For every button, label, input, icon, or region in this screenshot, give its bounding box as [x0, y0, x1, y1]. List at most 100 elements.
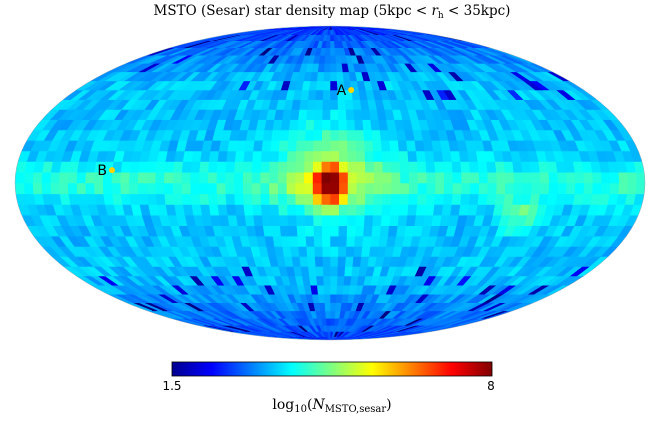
- density-cell: [635, 171, 645, 184]
- density-cell: [303, 214, 314, 226]
- density-cell: [423, 150, 435, 162]
- density-cell: [352, 246, 363, 257]
- density-cell: [329, 47, 336, 56]
- density-cell: [259, 182, 270, 195]
- density-cell: [565, 171, 576, 184]
- density-cell: [315, 275, 324, 286]
- density-cell: [268, 204, 279, 216]
- density-cell: [250, 171, 261, 184]
- density-cell: [172, 161, 183, 173]
- density-cell: [346, 129, 356, 141]
- density-cell: [351, 256, 362, 267]
- density-cell: [234, 150, 245, 162]
- density-cell: [459, 193, 471, 205]
- density-cell: [416, 171, 427, 184]
- density-cell: [379, 129, 390, 141]
- density-cell: [460, 182, 471, 195]
- density-cell: [371, 214, 382, 226]
- density-cell: [485, 161, 497, 173]
- density-cell: [387, 225, 398, 237]
- density-cell: [75, 171, 86, 184]
- density-cell: [539, 182, 550, 195]
- density-cell: [511, 161, 523, 173]
- marker-b-label: B: [97, 163, 107, 179]
- density-cell: [565, 182, 576, 195]
- density-cell: [268, 193, 279, 205]
- density-cell: [322, 80, 331, 91]
- density-cell: [321, 140, 331, 152]
- density-cell: [321, 99, 331, 110]
- density-cell: [49, 182, 60, 195]
- density-cell: [380, 140, 391, 152]
- density-cell: [337, 256, 346, 267]
- density-cell: [268, 150, 279, 162]
- density-cell: [335, 62, 343, 73]
- density-cell: [440, 204, 452, 216]
- density-cell: [434, 171, 445, 184]
- density-cell: [388, 214, 399, 226]
- density-cell: [360, 109, 371, 120]
- density-cell: [512, 182, 523, 195]
- density-cell: [251, 204, 262, 216]
- density-cell: [469, 182, 480, 195]
- density-cell: [334, 54, 342, 64]
- density-cell: [189, 182, 200, 195]
- density-cell: [288, 119, 299, 131]
- density-cell: [321, 235, 331, 247]
- density-cell: [347, 182, 357, 195]
- density-cell: [23, 171, 34, 184]
- density-cell: [337, 119, 347, 131]
- density-cell: [242, 193, 253, 205]
- density-cell: [307, 266, 317, 277]
- density-cell: [321, 109, 331, 120]
- density-cell: [338, 150, 348, 162]
- density-cell: [408, 182, 418, 195]
- density-cell: [329, 129, 339, 141]
- density-cell: [224, 171, 235, 184]
- density-cell: [346, 193, 357, 205]
- density-cell: [334, 302, 342, 312]
- density-cell: [323, 284, 331, 295]
- density-cell: [380, 214, 391, 226]
- density-cell: [189, 171, 200, 184]
- density-cell: [287, 225, 298, 237]
- density-cell: [494, 193, 505, 205]
- density-cell: [252, 140, 263, 152]
- density-cell: [155, 193, 166, 205]
- density-cell: [208, 150, 220, 162]
- density-cell: [460, 171, 471, 184]
- density-cell: [137, 182, 148, 195]
- density-cell: [297, 246, 308, 257]
- density-cell: [582, 182, 593, 195]
- density-cell: [345, 109, 355, 120]
- density-cell: [207, 161, 218, 173]
- density-cell: [359, 99, 370, 110]
- density-cell: [335, 293, 343, 304]
- density-cell: [279, 225, 290, 237]
- density-cell: [338, 204, 348, 216]
- density-cell: [608, 182, 620, 195]
- density-cell: [172, 171, 182, 184]
- density-cell: [329, 193, 340, 205]
- density-cell: [312, 204, 322, 216]
- density-cell: [279, 129, 290, 141]
- density-cell: [495, 182, 506, 195]
- density-cell: [381, 161, 392, 173]
- density-cell: [355, 150, 366, 162]
- density-cell: [529, 193, 540, 205]
- density-cell: [295, 225, 306, 237]
- density-cell: [296, 235, 307, 247]
- density-cell: [329, 34, 335, 42]
- density-cell: [277, 171, 287, 184]
- density-cell: [251, 161, 262, 173]
- density-cell: [336, 266, 346, 277]
- density-cell: [307, 89, 317, 100]
- density-cell: [67, 182, 78, 195]
- density-cell: [459, 161, 471, 173]
- density-cell: [329, 293, 337, 304]
- density-cell: [198, 171, 209, 184]
- density-cell: [32, 182, 43, 195]
- density-cell: [242, 161, 253, 173]
- marker-a-dot: [348, 87, 355, 94]
- density-cell: [338, 161, 348, 173]
